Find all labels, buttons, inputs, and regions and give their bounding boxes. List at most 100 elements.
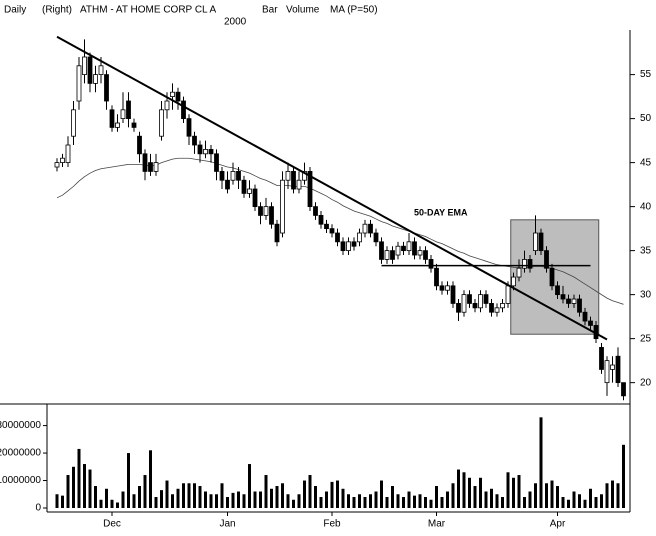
volume-bar bbox=[594, 497, 598, 508]
candle-body bbox=[203, 149, 208, 155]
volume-bar bbox=[583, 499, 587, 508]
candle-body bbox=[329, 228, 335, 234]
candle-body bbox=[412, 241, 417, 256]
y-tick-label: 20 bbox=[640, 377, 652, 388]
candle-body bbox=[384, 250, 390, 260]
candle-body bbox=[533, 232, 538, 252]
volume-bar bbox=[281, 483, 284, 508]
volume-bar bbox=[391, 486, 394, 508]
volume-bar bbox=[605, 483, 609, 508]
volume-bar bbox=[589, 488, 592, 508]
candle-body bbox=[511, 276, 516, 287]
candle-body bbox=[373, 232, 379, 243]
volume-bar bbox=[380, 480, 383, 508]
candle-body bbox=[621, 382, 626, 397]
candle-body bbox=[175, 91, 181, 102]
header-axis: (Right) bbox=[42, 5, 72, 16]
candle-body bbox=[197, 144, 203, 155]
candle-body bbox=[615, 355, 621, 384]
candle-body bbox=[208, 149, 214, 155]
candle-body bbox=[302, 171, 307, 181]
candle-body bbox=[395, 245, 401, 256]
volume-bar bbox=[242, 494, 246, 508]
volume-bar bbox=[358, 494, 361, 508]
volume-bar bbox=[165, 480, 169, 508]
y-tick-label: 10000000 bbox=[0, 475, 41, 486]
volume-bar bbox=[292, 499, 295, 508]
candle-body bbox=[236, 171, 241, 181]
candle-body bbox=[225, 179, 230, 190]
volume-bar bbox=[451, 483, 455, 508]
candle-body bbox=[65, 144, 71, 164]
y-tick-label: 0 bbox=[35, 503, 41, 514]
volume-bar bbox=[341, 488, 345, 508]
candle-body bbox=[478, 294, 483, 309]
volume-bar bbox=[303, 480, 306, 508]
volume-bar bbox=[446, 491, 449, 508]
volume-bar bbox=[270, 488, 273, 508]
candle-body bbox=[313, 206, 318, 216]
candle-body bbox=[423, 250, 428, 260]
volume-bar bbox=[534, 483, 537, 508]
candle-body bbox=[131, 122, 137, 128]
candle-body bbox=[148, 162, 153, 172]
volume-bar bbox=[369, 494, 372, 508]
candle-body bbox=[566, 298, 571, 304]
volume-bar bbox=[171, 494, 174, 508]
volume-bar bbox=[418, 494, 422, 508]
header-year: 2000 bbox=[224, 17, 247, 28]
y-tick-label: 20000000 bbox=[0, 448, 41, 459]
x-tick-label: Mar bbox=[428, 519, 446, 530]
volume-bar bbox=[264, 475, 268, 508]
candle-body bbox=[368, 223, 373, 234]
y-tick-label: 25 bbox=[640, 333, 652, 344]
candle-body bbox=[489, 303, 494, 313]
candle-body bbox=[571, 298, 577, 304]
volume-bar bbox=[429, 499, 433, 508]
candle-body bbox=[324, 223, 329, 230]
volume-bar bbox=[424, 497, 427, 508]
volume-bar bbox=[567, 499, 570, 508]
volume-bar bbox=[193, 483, 196, 508]
volume-bar bbox=[72, 466, 75, 508]
candle-body bbox=[142, 153, 148, 172]
volume-bar bbox=[308, 475, 312, 508]
volume-bar bbox=[490, 488, 493, 508]
volume-bar bbox=[110, 499, 114, 508]
x-tick-label: Jan bbox=[219, 519, 235, 530]
header-symbol: ATHM - AT HOME CORP CL A bbox=[80, 5, 216, 16]
x-tick-label: Apr bbox=[550, 519, 566, 530]
volume-bar bbox=[88, 469, 92, 508]
header-volume: Volume bbox=[286, 5, 320, 16]
volume-bar bbox=[325, 491, 328, 508]
candle-body bbox=[252, 188, 258, 208]
volume-bar bbox=[182, 483, 185, 508]
volume-bar bbox=[402, 497, 405, 508]
candle-body bbox=[483, 294, 489, 304]
candle-body bbox=[307, 171, 313, 208]
candle-body bbox=[461, 294, 467, 313]
volume-bar bbox=[407, 491, 411, 508]
volume-bar bbox=[176, 488, 180, 508]
header-style: Bar bbox=[262, 5, 278, 16]
candle-body bbox=[417, 250, 423, 256]
volume-bar bbox=[479, 477, 482, 508]
volume-bar bbox=[578, 494, 581, 508]
volume-bar bbox=[468, 477, 471, 508]
candle-body bbox=[439, 285, 445, 291]
volume-bar bbox=[374, 491, 378, 508]
candle-body bbox=[318, 215, 324, 225]
volume-bar bbox=[330, 481, 334, 508]
volume-bar bbox=[314, 486, 317, 508]
volume-bar bbox=[616, 483, 620, 508]
volume-bar bbox=[215, 494, 218, 508]
volume-bar bbox=[187, 483, 191, 508]
candle-body bbox=[181, 100, 186, 120]
candle-body bbox=[109, 109, 115, 128]
candle-body bbox=[296, 179, 302, 190]
volume-bar bbox=[149, 450, 152, 508]
candle-body bbox=[516, 267, 522, 278]
candle-body bbox=[159, 109, 164, 137]
candle-body bbox=[456, 303, 461, 313]
